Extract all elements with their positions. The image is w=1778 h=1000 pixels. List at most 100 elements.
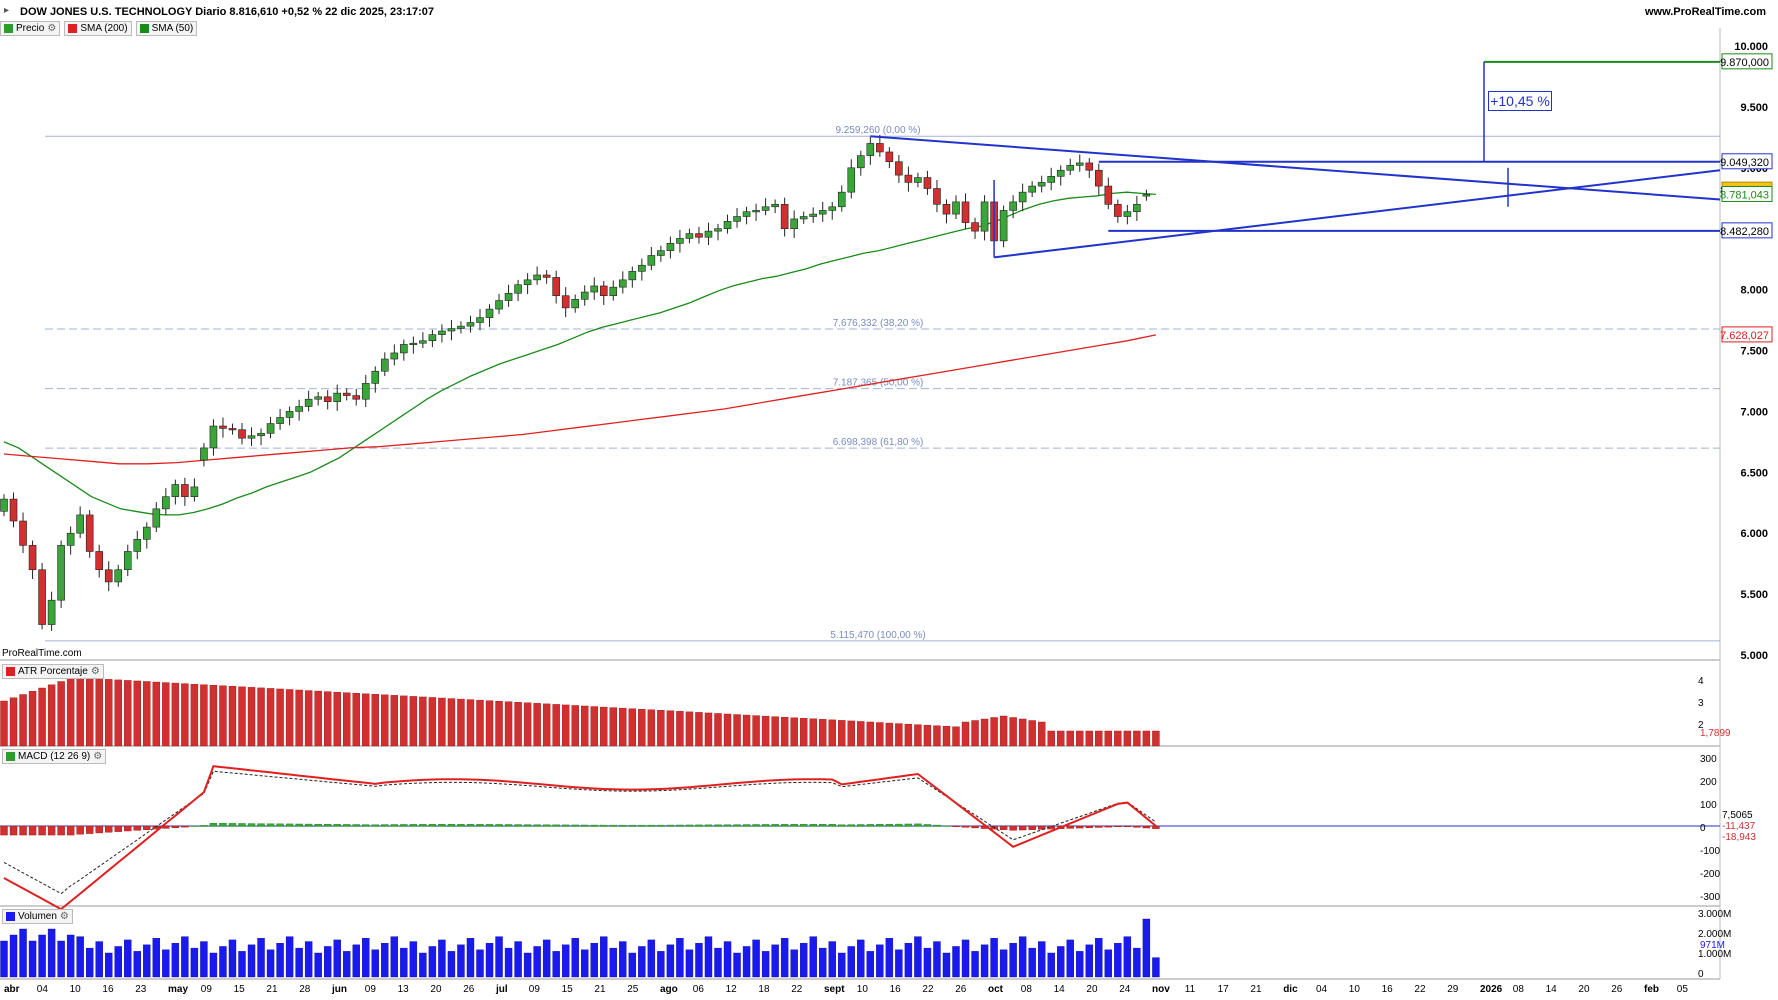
candle-body[interactable] — [590, 285, 599, 293]
candle-body[interactable] — [304, 398, 313, 407]
candle-body[interactable] — [428, 334, 437, 342]
candle-body[interactable] — [961, 201, 970, 223]
candle-body[interactable] — [856, 155, 865, 169]
candle-body[interactable] — [647, 255, 656, 266]
candle-body[interactable] — [485, 308, 494, 318]
candle-body[interactable] — [85, 514, 94, 552]
candle-body[interactable] — [571, 299, 580, 309]
candle-body[interactable] — [999, 210, 1008, 242]
candle-body[interactable] — [818, 210, 827, 215]
wrench-icon[interactable]: ⚙ — [59, 911, 69, 922]
candle-body[interactable] — [162, 496, 170, 510]
candle-body[interactable] — [1009, 201, 1017, 211]
candle-body[interactable] — [799, 216, 808, 220]
candle-body[interactable] — [380, 358, 389, 372]
candle-body[interactable] — [190, 486, 199, 497]
candle-body[interactable] — [609, 286, 618, 296]
legend-price[interactable]: Precio ⚙ — [0, 21, 61, 36]
candle-body[interactable] — [552, 277, 560, 296]
candle-body[interactable] — [438, 330, 446, 335]
candle-body[interactable] — [114, 569, 123, 583]
candle-body[interactable] — [1085, 162, 1094, 171]
candle-body[interactable] — [209, 425, 218, 449]
candle-body[interactable] — [733, 216, 741, 222]
candle-body[interactable] — [837, 191, 846, 208]
candle-body[interactable] — [143, 526, 151, 540]
candle-body[interactable] — [533, 274, 541, 281]
candle-body[interactable] — [676, 238, 684, 244]
candle-body[interactable] — [123, 551, 132, 571]
candle-body[interactable] — [257, 433, 265, 437]
candle-body[interactable] — [228, 428, 237, 431]
legend-sma50[interactable]: SMA (50) — [135, 21, 198, 36]
candle-body[interactable] — [1018, 191, 1027, 203]
wrench-icon[interactable]: ⚙ — [47, 23, 57, 34]
candle-body[interactable] — [1114, 204, 1122, 217]
site-label[interactable]: www.ProRealTime.com — [1644, 6, 1766, 18]
candle-body[interactable] — [628, 271, 637, 281]
macd-legend[interactable]: MACD (12 26 9) ⚙ — [2, 749, 107, 764]
candle-body[interactable] — [657, 250, 665, 256]
candle-body[interactable] — [0, 498, 8, 512]
candle-body[interactable] — [752, 210, 760, 213]
candle-body[interactable] — [666, 243, 675, 251]
candle-body[interactable] — [390, 352, 399, 360]
candle-body[interactable] — [1056, 169, 1065, 177]
candle-body[interactable] — [95, 551, 103, 571]
candle-body[interactable] — [1047, 176, 1055, 183]
candle-body[interactable] — [238, 429, 246, 439]
collapse-arrow-icon[interactable]: ▸ — [4, 5, 10, 16]
candle-body[interactable] — [1123, 211, 1132, 217]
candle-body[interactable] — [1142, 194, 1151, 197]
candle-body[interactable] — [1028, 185, 1036, 193]
candle-body[interactable] — [1133, 204, 1141, 212]
candle-body[interactable] — [28, 545, 37, 571]
candle-body[interactable] — [476, 317, 484, 323]
candle-body[interactable] — [266, 423, 275, 434]
candle-body[interactable] — [923, 177, 932, 189]
candle-body[interactable] — [618, 279, 627, 288]
candle-body[interactable] — [219, 425, 227, 429]
candle-body[interactable] — [400, 344, 408, 354]
candle-body[interactable] — [361, 383, 370, 400]
legend-sma200[interactable]: SMA (200) — [64, 21, 132, 36]
candle-body[interactable] — [323, 396, 332, 402]
candle-body[interactable] — [561, 295, 570, 309]
candle-body[interactable] — [761, 206, 770, 211]
candle-body[interactable] — [1037, 182, 1046, 187]
candle-body[interactable] — [828, 206, 837, 211]
candle-body[interactable] — [685, 233, 694, 239]
candle-body[interactable] — [847, 167, 856, 193]
candle-body[interactable] — [723, 221, 732, 229]
candle-body[interactable] — [742, 211, 751, 217]
candle-body[interactable] — [495, 300, 503, 310]
candle-body[interactable] — [980, 201, 989, 232]
resistance-trendline[interactable] — [870, 135, 1721, 201]
candle-body[interactable] — [371, 370, 380, 384]
candle-body[interactable] — [19, 520, 27, 546]
candle-body[interactable] — [352, 395, 361, 400]
candle-body[interactable] — [466, 322, 475, 327]
candle-body[interactable] — [314, 396, 322, 400]
candle-body[interactable] — [942, 204, 951, 215]
candle-body[interactable] — [1095, 169, 1103, 187]
candle-body[interactable] — [66, 532, 75, 546]
candle-body[interactable] — [809, 213, 818, 217]
candle-body[interactable] — [171, 484, 180, 497]
candle-body[interactable] — [704, 230, 713, 238]
candle-body[interactable] — [542, 274, 551, 278]
candle-body[interactable] — [457, 325, 465, 329]
candle-body[interactable] — [780, 204, 789, 229]
candle-body[interactable] — [181, 484, 189, 497]
candle-body[interactable] — [419, 340, 427, 344]
candle-body[interactable] — [971, 222, 979, 232]
candle-body[interactable] — [885, 151, 894, 163]
candle-body[interactable] — [57, 545, 65, 601]
candle-body[interactable] — [285, 411, 294, 418]
candle-body[interactable] — [504, 292, 513, 301]
candle-body[interactable] — [866, 143, 875, 156]
candle-body[interactable] — [1066, 165, 1075, 171]
candle-body[interactable] — [714, 228, 722, 232]
candle-body[interactable] — [895, 161, 903, 176]
